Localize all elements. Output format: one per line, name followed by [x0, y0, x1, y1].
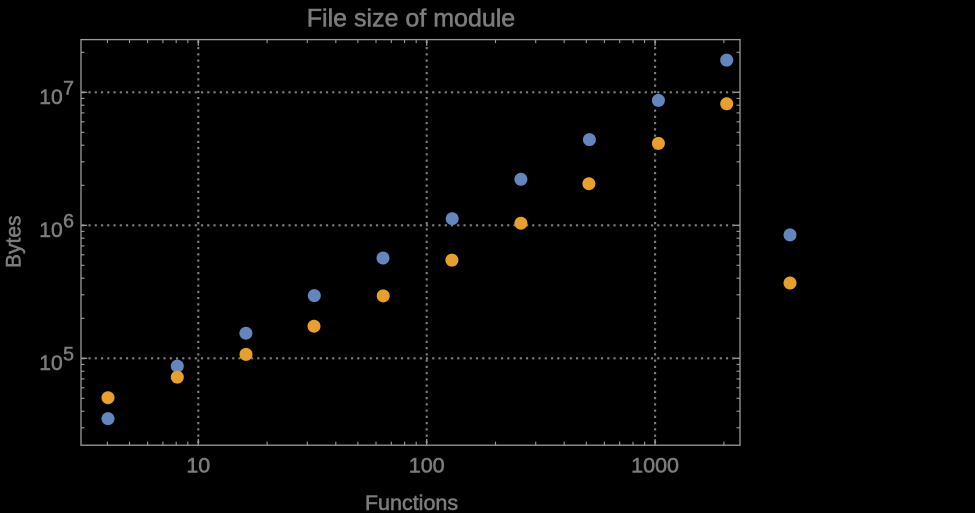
svg-text:File size of module: File size of module — [307, 5, 515, 33]
svg-text:100: 100 — [409, 453, 445, 477]
svg-text:Functions: Functions — [365, 491, 458, 513]
svg-text:Bytes: Bytes — [3, 215, 26, 268]
svg-text:1000: 1000 — [631, 453, 679, 477]
svg-text:10: 10 — [186, 453, 210, 477]
